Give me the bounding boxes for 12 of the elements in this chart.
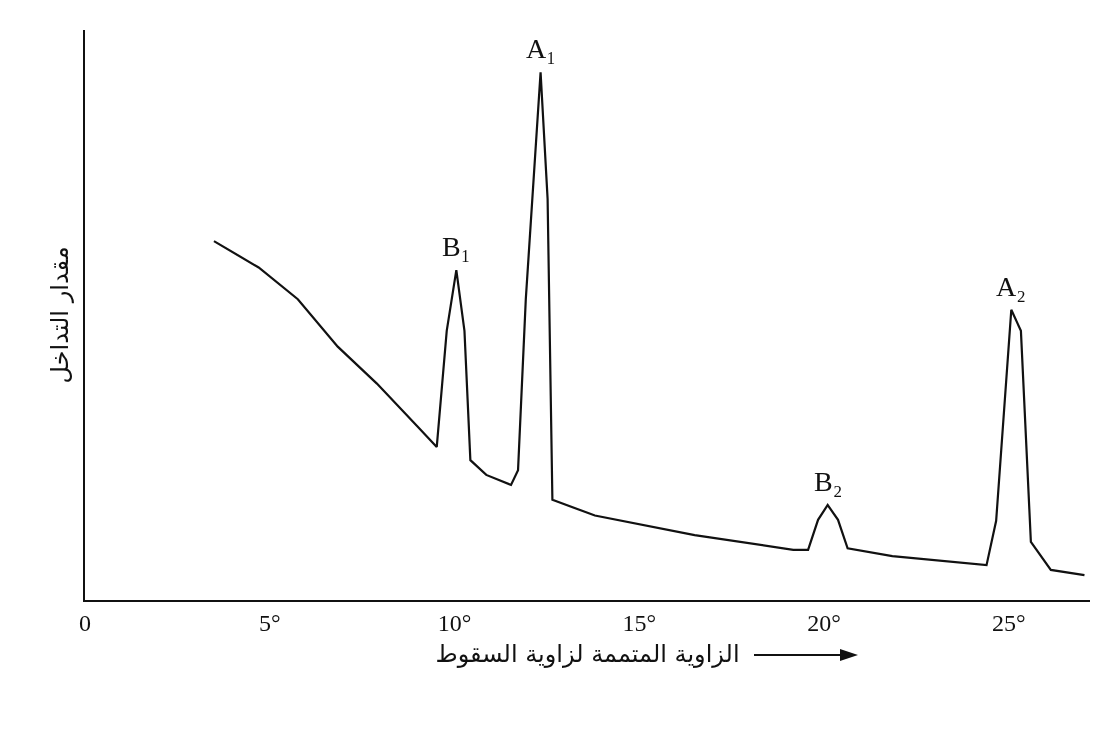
x-tick-label: 0 bbox=[79, 609, 91, 636]
x-tick-label: 5° bbox=[258, 609, 281, 636]
x-tick-label: 10° bbox=[437, 609, 472, 636]
x-tick-label: 15° bbox=[622, 609, 657, 636]
annotation: A₂ bbox=[996, 271, 1026, 302]
annotation: A₁ bbox=[526, 33, 556, 64]
y-axis-title: مقدار التداخل bbox=[45, 246, 74, 384]
x-tick-label: 25° bbox=[991, 609, 1026, 636]
x-tick-label: 20° bbox=[807, 609, 841, 636]
annotation: B₂ bbox=[814, 466, 843, 497]
x-axis-title: الزاوية المتممة لزاوية السقوط bbox=[435, 639, 740, 668]
annotation: B₁ bbox=[442, 231, 471, 262]
